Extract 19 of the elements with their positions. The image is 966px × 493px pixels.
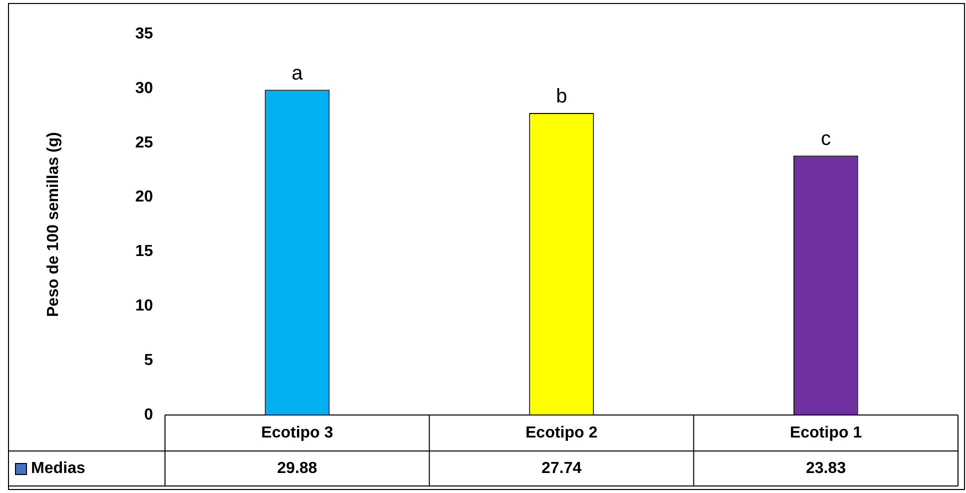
y-tick-label: 20 xyxy=(135,188,154,206)
data-label: 27.74 xyxy=(541,460,582,477)
y-tick-label: 15 xyxy=(135,243,154,260)
y-tick-label: 35 xyxy=(135,25,154,42)
y-tick-label: 0 xyxy=(144,406,154,424)
annotation: c xyxy=(820,128,831,150)
x-tick-label: Ecotipo 3 xyxy=(261,424,334,442)
y-tick-label: 10 xyxy=(135,298,154,315)
x-tick-label: Ecotipo 2 xyxy=(525,424,598,442)
y-tick-label: 30 xyxy=(135,80,154,97)
data-label: 23.83 xyxy=(806,460,846,477)
text: Medias xyxy=(31,460,86,477)
data-label: 29.88 xyxy=(277,460,318,477)
y-axis-title: Peso de 100 semillas (g) xyxy=(45,132,62,317)
annotation: b xyxy=(556,86,568,108)
y-tick-label: 25 xyxy=(135,134,154,152)
x-tick-label: Ecotipo 1 xyxy=(790,424,862,442)
y-tick-label: 5 xyxy=(144,352,154,369)
annotation: a xyxy=(292,62,304,84)
